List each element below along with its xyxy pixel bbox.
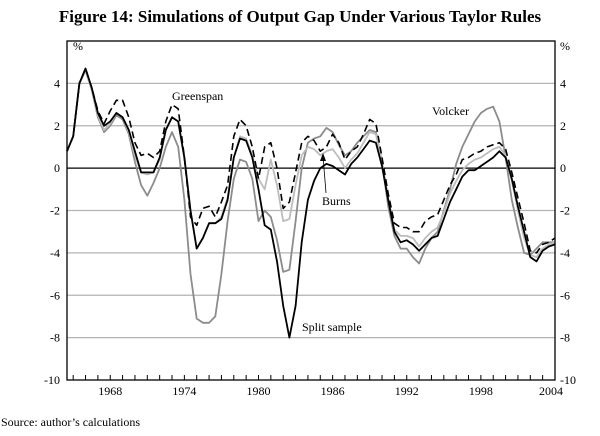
y-tick-label-left: -8 [50,331,60,345]
annotation-split-sample: Split sample [302,320,362,334]
y-tick-label-left: -2 [50,204,60,218]
y-tick-label-right: -10 [560,373,576,387]
series-split-sample [66,67,556,339]
series-greenspan [66,67,556,254]
annotation-burns-arrow [322,155,327,194]
y-unit-left: % [73,39,83,53]
x-tick-label: 1980 [246,384,270,398]
plot-frame [66,40,556,381]
y-tick-label-left: 0 [54,161,60,175]
y-tick-label-left: 4 [54,76,60,90]
y-tick-label-right: -8 [560,331,570,345]
x-tick-label: 1998 [469,384,493,398]
y-tick-label-right: 2 [560,119,566,133]
y-tick-label-right: -6 [560,288,570,302]
axis-ticks: 4 4 2 2 0 0 -2 -2 -4 -4 -6 -6 -8 -8 -10 -10 1968 1974 1980… [44,76,576,398]
series-volcker [66,69,555,324]
y-tick-label-left: -6 [50,288,60,302]
chart-title: Figure 14: Simulations of Output Gap Und… [59,7,542,26]
y-tick-label-right: -4 [560,246,570,260]
y-tick-label-right: 4 [560,76,566,90]
gridlines [67,82,555,339]
y-tick-label-right: -2 [560,204,570,218]
series-burns [66,69,556,259]
annotation-burns: Burns [322,194,351,208]
y-tick-label-right: 0 [560,161,566,175]
y-tick-label-left: -4 [50,246,60,260]
y-tick-label-left: -10 [44,373,60,387]
x-tick-label: 1974 [172,384,196,398]
x-tick-label: 1986 [321,384,345,398]
y-tick-label-left: 2 [54,119,60,133]
annotation-burns-arrowhead [320,153,326,161]
x-tick-label: 1968 [98,384,122,398]
x-tick-label: 1992 [395,384,419,398]
source-note: Source: author’s calculations [1,415,140,429]
annotation-volcker: Volcker [432,104,469,118]
series-lines [66,67,556,339]
x-tick-label: 2004 [539,384,563,398]
annotation-greenspan: Greenspan [172,89,223,103]
y-unit-right: % [560,39,570,53]
